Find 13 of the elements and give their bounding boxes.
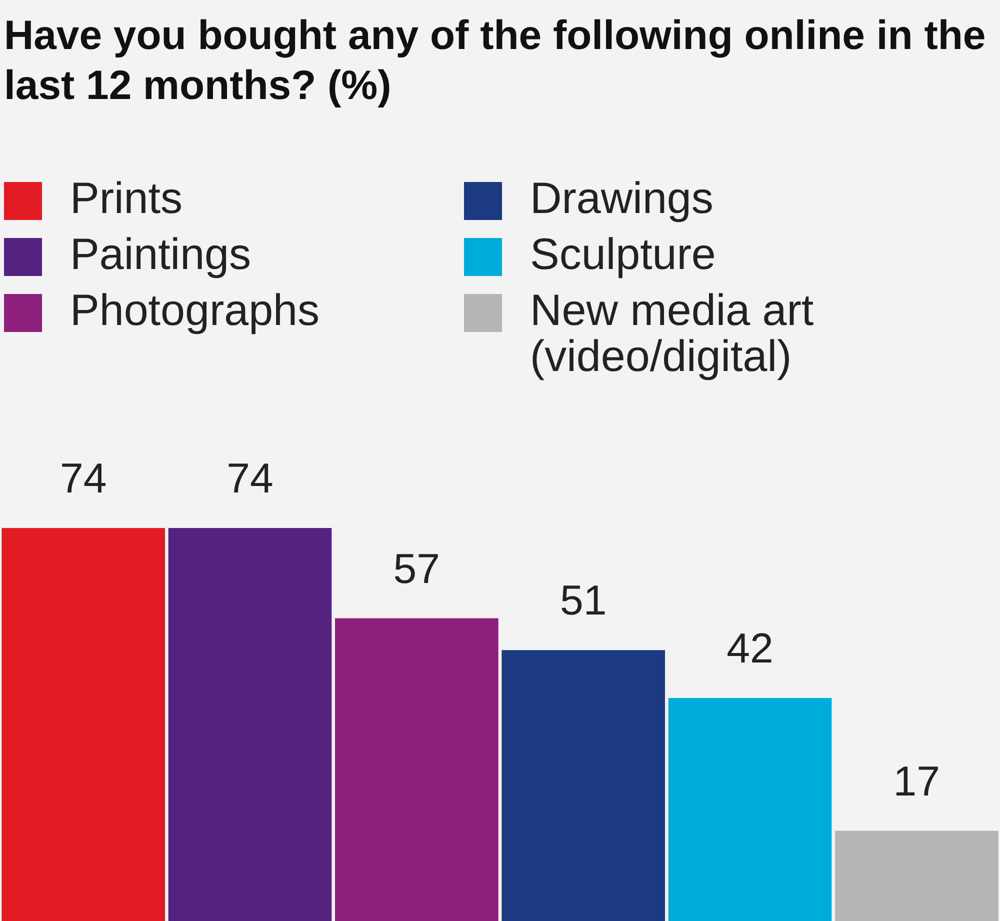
legend-label: New media art (video/digital): [530, 286, 815, 381]
legend-label: Drawings: [530, 174, 714, 223]
legend-label: Photographs: [70, 286, 320, 335]
legend-label: Prints: [70, 174, 182, 223]
legend-label: Paintings: [70, 230, 252, 279]
data-label: 17: [893, 757, 940, 804]
data-label: 42: [726, 624, 774, 672]
legend-label: Sculpture: [530, 230, 716, 279]
data-label: 74: [226, 454, 274, 502]
data-label: 51: [560, 576, 607, 624]
data-label: 74: [60, 454, 107, 502]
chart-title: Have you bought any of the following online in the last 12 months? (%): [4, 11, 987, 110]
data-label: 57: [393, 544, 440, 592]
